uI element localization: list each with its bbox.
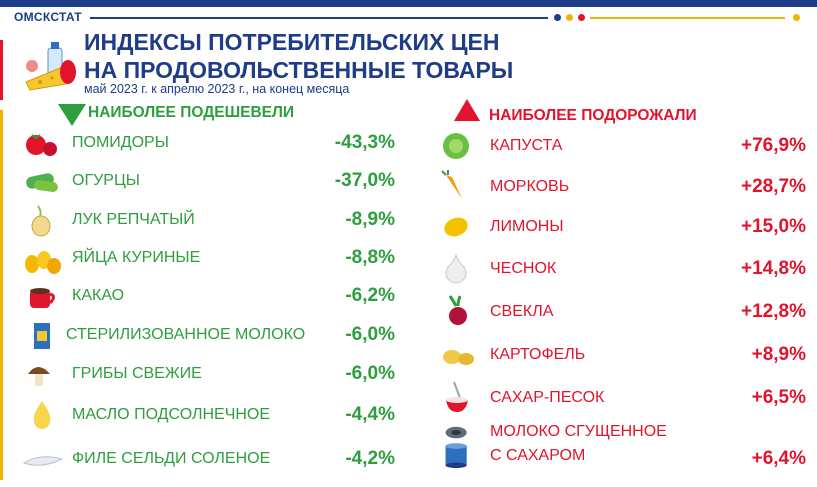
title-line: ИНДЕКСЫ ПОТРЕБИТЕЛЬСКИХ ЦЕН: [84, 29, 500, 55]
item-name: ОГУРЦЫ: [72, 172, 140, 189]
cucumber-icon: [26, 173, 58, 192]
title-line: НА ПРОДОВОЛЬСТВЕННЫЕ ТОВАРЫ: [84, 57, 514, 83]
list-item: САХАР-ПЕСОК +6,5%: [436, 379, 806, 417]
left-accent-bar: [0, 110, 3, 480]
left-accent-bar: [0, 40, 3, 100]
list-item: КАПУСТА +76,9%: [436, 127, 806, 165]
list-item: ОГУРЦЫ -37,0%: [20, 162, 395, 200]
herring-fillet-icon: [22, 456, 64, 466]
item-name: МАСЛО ПОДСОЛНЕЧНОЕ: [72, 406, 271, 423]
item-name: СВЕКЛА: [490, 303, 554, 320]
up-arrow-icon: [454, 99, 480, 121]
brand-label: ОМСКСТАТ: [14, 10, 82, 24]
item-value: -6,0%: [345, 363, 395, 384]
item-name: САХАР-ПЕСОК: [490, 389, 605, 406]
item-value: +15,0%: [741, 216, 806, 237]
sugar-bowl-icon: [446, 381, 468, 412]
page-subtitle: май 2023 г. к апрелю 2023 г., на конец м…: [84, 82, 350, 96]
item-value: +76,9%: [741, 135, 806, 156]
header-divider: [90, 17, 548, 19]
carrot-icon: [441, 170, 462, 199]
item-name: ГРИБЫ СВЕЖИЕ: [72, 365, 202, 382]
beet-icon: [448, 295, 467, 325]
item-name: ПОМИДОРЫ: [72, 134, 169, 151]
header-dot: [793, 14, 800, 21]
item-value: -6,2%: [345, 285, 395, 306]
item-value: +8,9%: [751, 344, 806, 365]
eggs-icon: [25, 251, 61, 274]
onion-icon: [31, 205, 51, 237]
item-name: ФИЛЕ СЕЛЬДИ СОЛЕНОЕ: [72, 450, 271, 467]
list-item: ЯЙЦА КУРИНЫЕ -8,8%: [20, 239, 395, 277]
groceries-icon: [25, 42, 76, 91]
header-divider: [590, 17, 785, 19]
garlic-icon: [445, 253, 467, 284]
item-name: ЛИМОНЫ: [490, 218, 564, 235]
condensed-milk-can-icon: [445, 426, 467, 469]
item-name: КАКАО: [72, 287, 125, 304]
potato-icon: [443, 350, 474, 365]
item-name: ЛУК РЕПЧАТЫЙ: [72, 211, 195, 228]
oil-drop-icon: [33, 401, 51, 429]
cocoa-icon: [30, 288, 55, 308]
list-item: МОЛОКО СГУЩЕННОЕ С САХАРОМ +6,4%: [436, 420, 806, 472]
item-value: -37,0%: [334, 170, 395, 191]
item-value: -4,2%: [345, 448, 395, 469]
item-value: +14,8%: [741, 258, 806, 279]
list-item: МАСЛО ПОДСОЛНЕЧНОЕ -4,4%: [20, 396, 395, 434]
list-item: ЛУК РЕПЧАТЫЙ -8,9%: [20, 201, 395, 239]
pricier-heading: НАИБОЛЕЕ ПОДОРОЖАЛИ: [489, 107, 697, 124]
item-value: -4,4%: [345, 404, 395, 425]
item-value: +12,8%: [741, 301, 806, 322]
item-name-line: С САХАРОМ: [490, 447, 586, 464]
item-value: +6,4%: [751, 448, 806, 469]
item-name: ЧЕСНОК: [490, 260, 557, 277]
item-name-line: МОЛОКО СГУЩЕННОЕ: [490, 423, 667, 440]
list-item: КАРТОФЕЛЬ +8,9%: [436, 336, 806, 374]
list-item: ЛИМОНЫ +15,0%: [436, 208, 806, 246]
list-item: СВЕКЛА +12,8%: [436, 293, 806, 331]
item-value: -43,3%: [334, 132, 395, 153]
header-dot: [566, 14, 573, 21]
item-name: МОРКОВЬ: [490, 178, 570, 195]
cabbage-icon: [443, 133, 469, 159]
item-value: +6,5%: [751, 387, 806, 408]
item-name: ЯЙЦА КУРИНЫЕ: [72, 249, 201, 266]
page-title: ИНДЕКСЫ ПОТРЕБИТЕЛЬСКИХ ЦЕН НА ПРОДОВОЛЬ…: [84, 28, 513, 84]
item-value: +28,7%: [741, 176, 806, 197]
header-dot: [578, 14, 585, 21]
tomato-icon: [26, 134, 57, 156]
list-item: МОРКОВЬ +28,7%: [436, 168, 806, 206]
header-dot: [554, 14, 561, 21]
lemon-icon: [444, 217, 468, 237]
mushroom-icon: [28, 367, 50, 386]
item-name: МОЛОКО СГУЩЕННОЕ С САХАРОМ: [490, 420, 667, 468]
milk-carton-icon: [34, 323, 50, 349]
item-name: КАРТОФЕЛЬ: [490, 346, 586, 363]
top-bar: [0, 0, 817, 7]
item-name: КАПУСТА: [490, 137, 563, 154]
item-value: -8,9%: [345, 209, 395, 230]
cheaper-heading: НАИБОЛЕЕ ПОДЕШЕВЕЛИ: [88, 104, 295, 121]
list-item: КАКАО -6,2%: [20, 277, 395, 315]
item-value: -6,0%: [345, 324, 395, 345]
down-arrow-icon: [58, 104, 86, 126]
list-item: ЧЕСНОК +14,8%: [436, 250, 806, 288]
list-item: ФИЛЕ СЕЛЬДИ СОЛЕНОЕ -4,2%: [20, 440, 395, 478]
list-item: ПОМИДОРЫ -43,3%: [20, 124, 395, 162]
list-item: СТЕРИЛИЗОВАННОЕ МОЛОКО -6,0%: [20, 316, 395, 354]
item-name: СТЕРИЛИЗОВАННОЕ МОЛОКО: [66, 326, 306, 343]
list-item: ГРИБЫ СВЕЖИЕ -6,0%: [20, 355, 395, 393]
item-value: -8,8%: [345, 247, 395, 268]
